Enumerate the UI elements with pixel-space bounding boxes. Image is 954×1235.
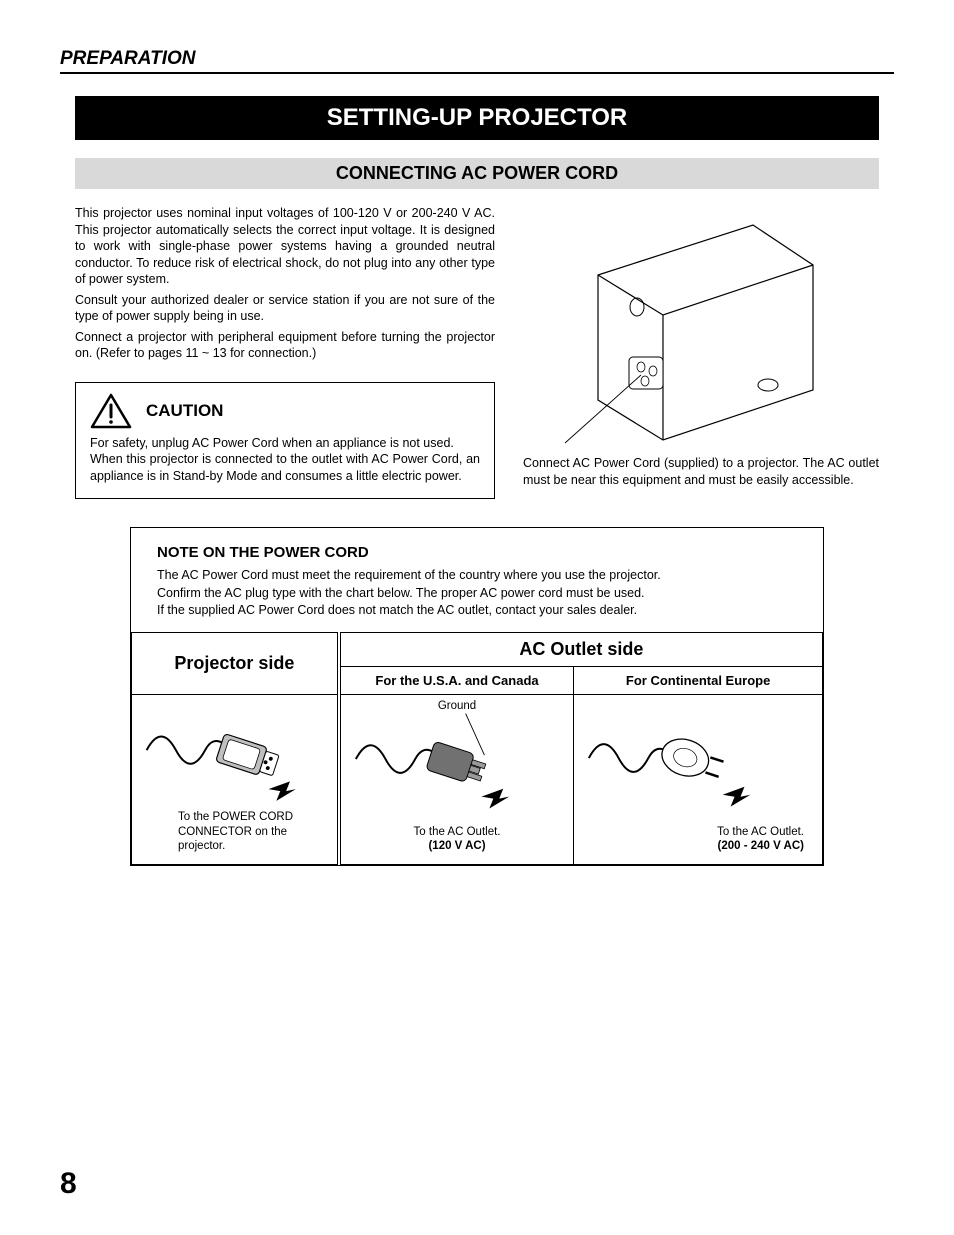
body-paragraph-1: This projector uses nominal input voltag… xyxy=(75,205,495,288)
projector-plug-icon xyxy=(132,695,337,815)
projector-diagram xyxy=(523,205,879,445)
eu-caption-l1: To the AC Outlet. xyxy=(717,825,804,839)
two-column-layout: This projector uses nominal input voltag… xyxy=(60,205,894,499)
eu-caption-l2: (200 - 240 V AC) xyxy=(717,839,804,853)
plug-cell-usa: Ground To the AC Outlet. xyxy=(339,694,574,864)
page-title-bar: SETTING-UP PROJECTOR xyxy=(75,96,879,140)
table-header-outlet: AC Outlet side xyxy=(339,632,823,666)
caution-box: CAUTION For safety, unplug AC Power Cord… xyxy=(75,382,495,500)
eu-plug-icon xyxy=(574,703,822,823)
caution-header: CAUTION xyxy=(90,393,480,429)
page-number: 8 xyxy=(60,1167,77,1201)
body-paragraph-2: Consult your authorized dealer or servic… xyxy=(75,292,495,325)
caution-triangle-icon xyxy=(90,393,132,429)
caution-text-1: For safety, unplug AC Power Cord when an… xyxy=(90,435,480,452)
table-sub-eu: For Continental Europe xyxy=(574,666,823,694)
projector-plug-caption: To the POWER CORD CONNECTOR on the proje… xyxy=(178,810,318,853)
note-panel: NOTE ON THE POWER CORD The AC Power Cord… xyxy=(130,527,824,866)
note-header: NOTE ON THE POWER CORD The AC Power Cord… xyxy=(131,528,823,632)
usa-caption-l1: To the AC Outlet. xyxy=(341,825,573,839)
table-sub-usa: For the U.S.A. and Canada xyxy=(339,666,574,694)
note-title: NOTE ON THE POWER CORD xyxy=(157,544,797,561)
usa-caption-l2: (120 V AC) xyxy=(341,839,573,853)
caution-text-2: When this projector is connected to the … xyxy=(90,451,480,484)
caution-title: CAUTION xyxy=(146,401,223,421)
ground-label: Ground xyxy=(341,699,573,713)
body-paragraph-3: Connect a projector with peripheral equi… xyxy=(75,329,495,362)
note-line-1: The AC Power Cord must meet the requirem… xyxy=(157,567,797,585)
power-cord-table: Projector side AC Outlet side For the U.… xyxy=(131,632,823,865)
section-header: PREPARATION xyxy=(60,48,894,74)
table-header-projector: Projector side xyxy=(132,632,339,694)
note-line-3: If the supplied AC Power Cord does not m… xyxy=(157,602,797,620)
plug-cell-eu: To the AC Outlet. (200 - 240 V AC) xyxy=(574,694,823,864)
left-column: This projector uses nominal input voltag… xyxy=(75,205,495,499)
diagram-caption: Connect AC Power Cord (supplied) to a pr… xyxy=(523,455,879,488)
note-body: The AC Power Cord must meet the requirem… xyxy=(157,567,797,620)
usa-plug-icon xyxy=(341,709,573,819)
plug-cell-projector: To the POWER CORD CONNECTOR on the proje… xyxy=(132,694,339,864)
page-subtitle-bar: CONNECTING AC POWER CORD xyxy=(75,158,879,189)
right-column: Connect AC Power Cord (supplied) to a pr… xyxy=(523,205,879,499)
note-line-2: Confirm the AC plug type with the chart … xyxy=(157,585,797,603)
